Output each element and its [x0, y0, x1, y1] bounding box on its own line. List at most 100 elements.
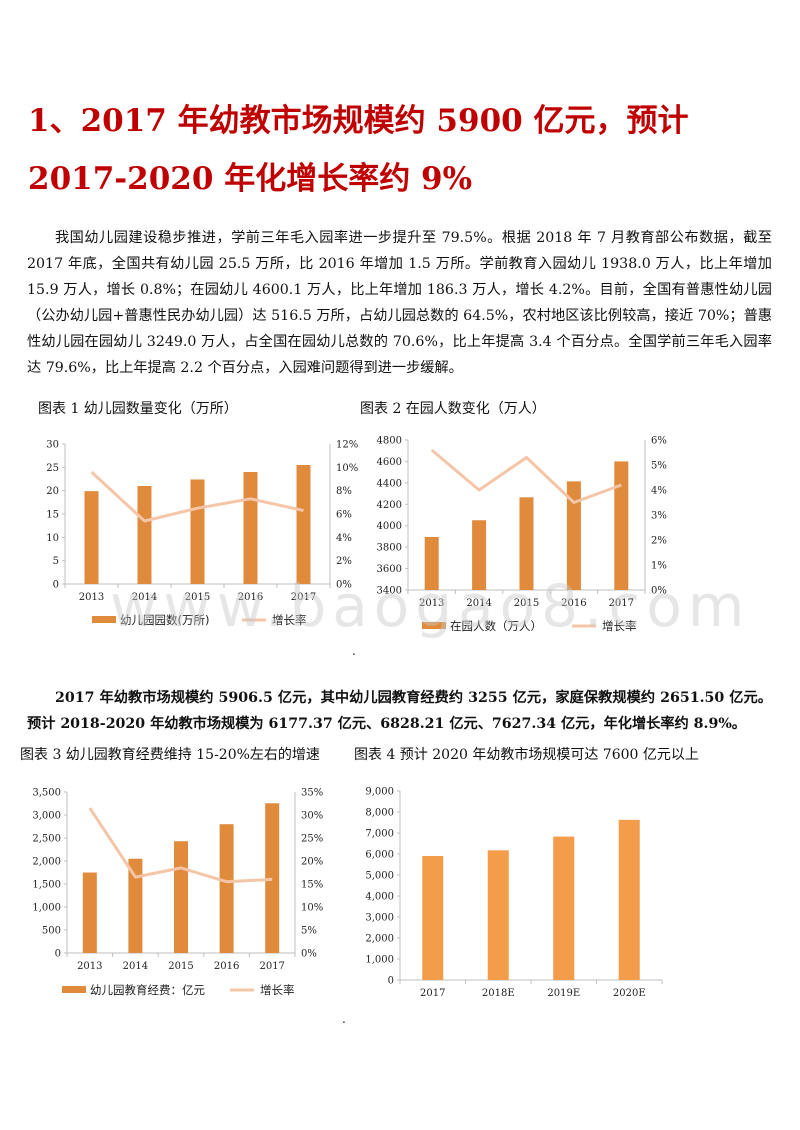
left-tick-label: 10	[46, 533, 59, 544]
bar	[265, 803, 280, 953]
left-tick-label: 1,000	[365, 955, 394, 966]
left-tick-label: 3400	[377, 586, 402, 597]
x-tick-label: 2013	[77, 961, 102, 972]
bar	[614, 461, 629, 590]
paragraph-intro-text: 我国幼儿园建设稳步推进，学前三年毛入园率进一步提升至 79.5%。根据 2018…	[27, 230, 772, 376]
x-tick-label: 2018E	[482, 988, 515, 999]
bar	[487, 850, 509, 980]
left-tick-label: 6,000	[365, 850, 394, 861]
bar	[243, 472, 258, 584]
legend-bar-label: 幼儿园园数(万所)	[120, 613, 209, 627]
caption-chart-1: 图表 1 幼儿园数量变化（万所）	[38, 401, 238, 417]
right-tick-label: 0%	[336, 580, 352, 591]
bar	[137, 486, 152, 584]
left-tick-label: 5	[53, 556, 59, 567]
left-tick-label: 30	[46, 440, 59, 451]
x-tick-label: 2017	[291, 592, 316, 603]
left-tick-label: 4400	[377, 478, 402, 489]
left-tick-label: 4800	[377, 436, 402, 447]
chart-enrollment: 3400 3600 3800 4000 4200 4400 4600 4800 0% 1% 2% 3%…	[360, 430, 690, 640]
left-tick-label: 7,000	[365, 829, 394, 840]
x-tick-label: 2016	[238, 592, 263, 603]
left-tick-label: 15	[46, 510, 59, 521]
right-tick-label: 25%	[301, 834, 323, 845]
left-tick-label: 4000	[377, 521, 402, 532]
right-tick-label: 6%	[336, 510, 352, 521]
right-tick-label: 12%	[336, 440, 358, 451]
x-tick-label: 2020E	[613, 988, 646, 999]
x-tick-label: 2016	[214, 961, 239, 972]
growth-line	[430, 448, 622, 504]
legend-line-label: 增长率	[272, 613, 307, 627]
left-tick-label: 3,000	[32, 811, 61, 822]
bar	[553, 836, 575, 980]
x-tick-label: 2017	[420, 988, 445, 999]
left-tick-label: 25	[46, 463, 59, 474]
chart-svg: 0 1,000 2,000 3,000 4,000 5,000 6,000 7,000 8,00…	[365, 787, 663, 999]
paragraph-market-text: 2017 年幼教市场规模约 5906.5 亿元，其中幼儿园教育经费约 3255 …	[27, 690, 772, 732]
growth-line	[90, 470, 304, 523]
bar	[424, 536, 439, 590]
left-tick-label: 3,000	[365, 913, 394, 924]
chart-svg: 0 500 1,000 1,500 2,000 2,500 3,000 3,500 0% 5% 10…	[32, 788, 323, 998]
x-tick-label: 2014	[132, 592, 157, 603]
right-tick-label: 3%	[651, 511, 667, 522]
legend-bar-label: 幼儿园教育经费：亿元	[90, 983, 205, 997]
right-tick-label: 4%	[651, 486, 667, 497]
right-tick-label: 4%	[336, 533, 352, 544]
left-tick-label: 2,000	[32, 857, 61, 868]
bar	[84, 491, 99, 584]
legend-bar-label: 在园人数（万人）	[450, 619, 542, 633]
bar	[82, 872, 97, 953]
right-tick-label: 8%	[336, 486, 352, 497]
x-tick-label: 2016	[561, 598, 586, 609]
bar	[219, 824, 234, 953]
bar	[422, 855, 444, 980]
right-tick-label: 20%	[301, 857, 323, 868]
legend-line-label: 增长率	[602, 619, 637, 633]
right-tick-label: 0%	[301, 949, 317, 960]
chart-market-forecast: 0 1,000 2,000 3,000 4,000 5,000 6,000 7,000 8,00…	[350, 780, 680, 1010]
legend-bar-swatch	[422, 622, 446, 629]
left-tick-label: 3600	[377, 564, 402, 575]
x-tick-label: 2014	[123, 961, 148, 972]
legend-bar-swatch	[62, 986, 86, 993]
right-tick-label: 5%	[301, 926, 317, 937]
right-tick-label: 10%	[336, 463, 358, 474]
bar	[618, 819, 640, 980]
right-tick-label: 0%	[651, 586, 667, 597]
left-tick-label: 20	[46, 486, 59, 497]
left-tick-label: 0	[53, 580, 59, 591]
caption-chart-3: 图表 3 幼儿园教育经费维持 15-20%左右的增速	[20, 747, 320, 763]
right-tick-label: 5%	[651, 461, 667, 472]
bar	[472, 520, 487, 590]
x-tick-label: 2015	[168, 961, 193, 972]
left-tick-label: 2,500	[32, 834, 61, 845]
right-tick-label: 15%	[301, 880, 323, 891]
right-tick-label: 10%	[301, 903, 323, 914]
x-tick-label: 2017	[609, 598, 634, 609]
growth-line	[88, 807, 273, 884]
x-tick-label: 2014	[466, 598, 491, 609]
page-dot: .	[352, 644, 356, 658]
left-tick-label: 8,000	[365, 808, 394, 819]
left-tick-label: 1,000	[32, 903, 61, 914]
left-tick-label: 9,000	[365, 787, 394, 798]
chart-svg: 0 5 10 15 20 25 30 0% 2% 4% 6% 8% 10% 12% 2013 2014 2015…	[46, 440, 358, 628]
bar	[190, 479, 205, 584]
caption-chart-2: 图表 2 在园人数变化（万人）	[360, 401, 546, 417]
x-tick-label: 2013	[79, 592, 104, 603]
chart-education-funding: 0 500 1,000 1,500 2,000 2,500 3,000 3,500 0% 5% 10…	[20, 780, 350, 1010]
left-tick-label: 0	[388, 976, 394, 987]
paragraph-market: 2017 年幼教市场规模约 5906.5 亿元，其中幼儿园教育经费约 3255 …	[27, 685, 772, 737]
right-tick-label: 1%	[651, 561, 667, 572]
left-tick-label: 1,500	[32, 880, 61, 891]
left-tick-label: 4200	[377, 500, 402, 511]
left-tick-label: 4,000	[365, 892, 394, 903]
left-tick-label: 2,000	[365, 934, 394, 945]
x-tick-label: 2015	[185, 592, 210, 603]
right-tick-label: 6%	[651, 436, 667, 447]
right-tick-label: 30%	[301, 811, 323, 822]
chart-svg: 3400 3600 3800 4000 4200 4400 4600 4800 0% 1% 2% 3%…	[377, 436, 667, 634]
page-dot-2: .	[342, 1012, 346, 1026]
